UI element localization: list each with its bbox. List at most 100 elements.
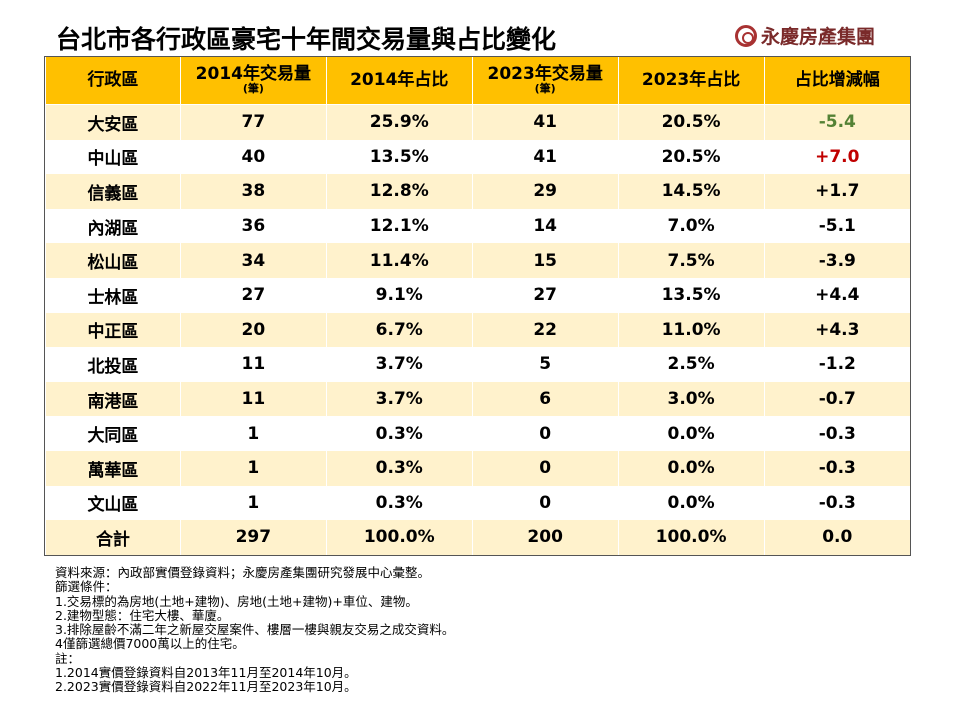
table-cell: 信義區 bbox=[45, 174, 181, 209]
notes: 資料來源：內政部實價登錄資料；永慶房產集團研究發展中心彙整。 篩選條件： 1.交易標… bbox=[55, 565, 455, 695]
table-cell: 12.1% bbox=[325, 208, 473, 244]
table-cell: 14 bbox=[471, 208, 619, 244]
table-cell: 1 bbox=[179, 450, 327, 486]
table-cell: 41 bbox=[471, 139, 619, 175]
table-cell: 0.3% bbox=[325, 416, 473, 451]
note-line: 2.2023實價登錄資料自2022年11月至2023年10月。 bbox=[55, 679, 357, 695]
table-cell: 3.0% bbox=[617, 381, 765, 417]
table-cell: -0.3 bbox=[763, 450, 910, 486]
table-cell: 11.0% bbox=[617, 312, 765, 348]
table-cell: 20 bbox=[179, 312, 327, 348]
table-cell: 13.5% bbox=[617, 277, 765, 313]
logo-icon bbox=[735, 24, 757, 47]
table-cell: 3.7% bbox=[325, 347, 473, 382]
table-row: 內湖區 36 12.1% 14 7.0% -5.1 bbox=[45, 208, 910, 244]
note-line: 1.2014實價登錄資料自2013年11月至2014年10月。 bbox=[55, 665, 357, 681]
logo-text: 永慶房產集團 bbox=[761, 26, 876, 48]
table-cell: -0.7 bbox=[763, 381, 910, 417]
table-cell: 34 bbox=[179, 243, 327, 278]
header-row: 行政區 2014年交易量 (筆) 2014年占比 2023年交易量 (筆) 2023年占比占… bbox=[45, 57, 910, 105]
table-cell: +4.4 bbox=[763, 277, 910, 313]
table-row: 士林區 27 9.1% 27 13.5% +4.4 bbox=[45, 277, 910, 313]
table-cell: 松山區 bbox=[45, 243, 181, 278]
table-cell: 29 bbox=[471, 174, 619, 209]
table-row: 信義區 38 12.8% 29 14.5% +1.7 bbox=[45, 174, 910, 209]
table-cell: -0.3 bbox=[763, 416, 910, 451]
table-cell: 大同區 bbox=[45, 416, 181, 451]
table-cell: 6 bbox=[471, 381, 619, 417]
table-cell: 士林區 bbox=[45, 277, 181, 313]
note-line: 1.交易標的為房地(土地+建物)、房地(土地+建物)+車位、建物。 bbox=[55, 593, 418, 609]
column-header-label: 2014年占比 bbox=[350, 70, 449, 90]
table-cell: 0.0% bbox=[617, 485, 765, 521]
note-line: 4僅篩選總價7000萬以上的住宅。 bbox=[55, 636, 245, 652]
table-cell: 合計 bbox=[45, 520, 181, 555]
page-title: 台北市各行政區豪宅十年間交易量與占比變化 bbox=[56, 25, 557, 54]
table-cell: 297 bbox=[179, 520, 327, 555]
table-cell: 12.8% bbox=[325, 174, 473, 209]
table-cell: 0.3% bbox=[325, 450, 473, 486]
table-cell: 41 bbox=[471, 104, 619, 140]
table-cell: -5.1 bbox=[763, 208, 910, 244]
table-cell: 0.0 bbox=[763, 520, 910, 555]
column-header: 2023年交易量 (筆) bbox=[471, 57, 619, 105]
table-cell: 0 bbox=[471, 416, 619, 451]
table-cell: 中山區 bbox=[45, 139, 181, 175]
table-cell: +7.0 bbox=[763, 139, 910, 175]
column-header-unit: (筆) bbox=[242, 82, 264, 95]
column-header: 2014年交易量 (筆) bbox=[179, 57, 327, 105]
table-cell: +1.7 bbox=[763, 174, 910, 209]
table-cell: -1.2 bbox=[763, 347, 910, 382]
table-cell: 1 bbox=[179, 416, 327, 451]
table-cell: 22 bbox=[471, 312, 619, 348]
table-cell: 15 bbox=[471, 243, 619, 278]
table-cell: 文山區 bbox=[45, 485, 181, 521]
table-cell: 100.0% bbox=[617, 520, 765, 555]
table-cell: 38 bbox=[179, 174, 327, 209]
table-row: 大同區 1 0.3% 0 0.0% -0.3 bbox=[45, 416, 910, 451]
table-row: 松山區 34 11.4% 15 7.5% -3.9 bbox=[45, 243, 910, 278]
table-cell: 萬華區 bbox=[45, 450, 181, 486]
table-cell: 36 bbox=[179, 208, 327, 244]
table-cell: 27 bbox=[179, 277, 327, 313]
table-cell: 20.5% bbox=[617, 104, 765, 140]
table-cell: 5 bbox=[471, 347, 619, 382]
total-row: 合計 297 100.0% 200 100.0% 0.0 bbox=[45, 520, 910, 555]
table-row: 萬華區 1 0.3% 0 0.0% -0.3 bbox=[45, 450, 910, 486]
table-row: 文山區 1 0.3% 0 0.0% -0.3 bbox=[45, 485, 910, 521]
column-header-unit: (筆) bbox=[534, 82, 556, 95]
table-row: 北投區 11 3.7% 5 2.5% -1.2 bbox=[45, 347, 910, 382]
column-header-label: 行政區 bbox=[87, 70, 139, 90]
table-cell: -5.4 bbox=[763, 104, 910, 140]
column-header-label: 占比增減幅 bbox=[794, 70, 880, 90]
note-line: 資料來源：內政部實價登錄資料；永慶房產集團研究發展中心彙整。 bbox=[55, 565, 431, 580]
table-row: 中山區 40 13.5% 41 20.5% +7.0 bbox=[45, 139, 910, 175]
note-line: 2.建物型態：住宅大樓、華廈。 bbox=[55, 607, 230, 623]
table-row: 中正區 20 6.7% 22 11.0% +4.3 bbox=[45, 312, 910, 348]
table-cell: 內湖區 bbox=[45, 208, 181, 244]
table-cell: 中正區 bbox=[45, 312, 181, 348]
table-cell: 0 bbox=[471, 485, 619, 521]
table-cell: -0.3 bbox=[763, 485, 910, 521]
table-cell: 大安區 bbox=[45, 104, 181, 140]
table-cell: 3.7% bbox=[325, 381, 473, 417]
note-line: 3.排除屋齡不滿二年之新屋交屋案件、樓層一樓與親友交易之成交資料。 bbox=[55, 622, 455, 638]
table-cell: 0.3% bbox=[325, 485, 473, 521]
table-cell: 77 bbox=[179, 104, 327, 140]
table-cell: 40 bbox=[179, 139, 327, 175]
column-header: 2014年占比 bbox=[325, 57, 473, 105]
table-cell: 0 bbox=[471, 450, 619, 486]
table-row: 大安區 77 25.9% 41 20.5% -5.4 bbox=[45, 104, 910, 140]
table-cell: +4.3 bbox=[763, 312, 910, 348]
table-cell: -3.9 bbox=[763, 243, 910, 278]
table-cell: 13.5% bbox=[325, 139, 473, 175]
table-cell: 9.1% bbox=[325, 277, 473, 313]
table-cell: 11 bbox=[179, 381, 327, 417]
column-header-label: 2023年占比 bbox=[641, 70, 741, 90]
table-cell: 20.5% bbox=[617, 139, 765, 175]
table-cell: 0.0% bbox=[617, 416, 765, 451]
table-cell: 11.4% bbox=[325, 243, 473, 278]
column-header: 行政區 bbox=[45, 57, 181, 105]
column-header-label: 2023年交易量 bbox=[487, 64, 603, 84]
